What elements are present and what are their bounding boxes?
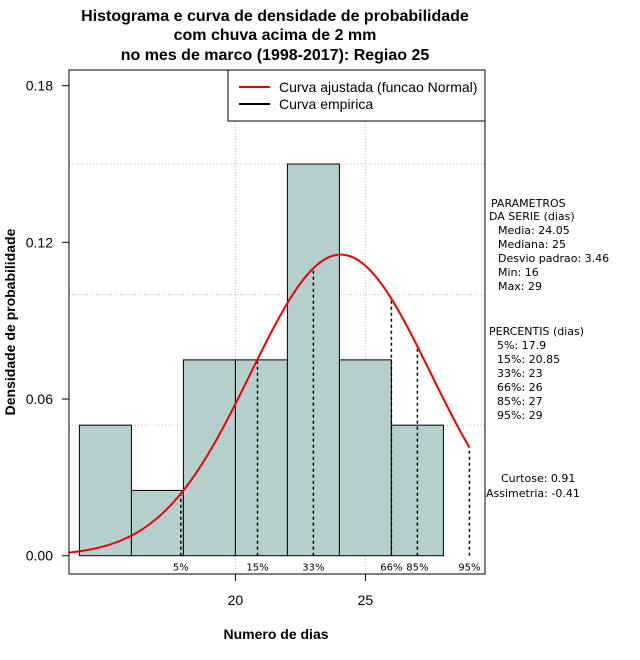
chart-title-line-3: no mes de marco (1998-2017): Regiao 25 (121, 47, 430, 64)
y-tick-label: 0.18 (26, 78, 53, 94)
y-tick-label: 0.00 (26, 548, 53, 564)
legend-box (227, 69, 486, 122)
y-tick-label: 0.12 (26, 234, 53, 250)
histogram-bar (234, 359, 288, 557)
percentile-label: 66% (380, 563, 402, 574)
chart-title-line-1: Histograma e curva de densidade de proba… (81, 8, 469, 25)
legend-label-normal-fit: Curva ajustada (funcao Normal) (279, 79, 477, 95)
histogram-bar (286, 163, 340, 557)
legend-label-empirical: Curva empirica (279, 96, 373, 112)
shape-stats-panel: Curtose: 0.91 Assimetria: -0.41 (486, 472, 580, 500)
x-tick-label: 25 (358, 592, 374, 608)
curtose-value: Curtose: 0.91 (501, 472, 575, 485)
percentiles-panel: PERCENTIS (dias) 5%: 17.9 15%: 20.85 33%… (489, 325, 584, 422)
param-heading-2: DA SERIE (dias) (489, 210, 575, 223)
x-axis: 20 25 (228, 574, 374, 608)
percentil-5: 5%: 17.9 (497, 339, 546, 352)
y-axis-title: Densidade de probabilidade (2, 228, 18, 415)
x-axis-title: Numero de dias (223, 626, 328, 642)
assimetria-value: Assimetria: -0.41 (486, 487, 580, 500)
percentile-label: 15% (246, 563, 268, 574)
percentile-label: 33% (302, 563, 324, 574)
percentil-95: 95%: 29 (497, 409, 543, 422)
percentil-15: 15%: 20.85 (497, 353, 560, 366)
param-desvio-padrao: Desvio padrao: 3.46 (498, 252, 609, 265)
series-parameters-panel: PARAMETROS DA SERIE (dias) Media: 24.05 … (489, 197, 609, 293)
percentile-label: 95% (458, 563, 480, 574)
percentis-heading: PERCENTIS (dias) (489, 325, 584, 338)
param-mediana: Mediana: 25 (498, 238, 566, 251)
normal-fit-curve (68, 253, 471, 554)
histogram-bar (182, 359, 236, 557)
percentile-label: 5% (173, 563, 189, 574)
percentil-33: 33%: 23 (497, 367, 543, 380)
param-min: Min: 16 (498, 266, 539, 279)
percentil-66: 66%: 26 (497, 381, 543, 394)
chart-title-line-2: com chuva acima de 2 mm (174, 27, 377, 44)
percentile-label: 85% (406, 563, 428, 574)
histogram-bars (78, 163, 444, 557)
histogram-bar (338, 359, 392, 557)
x-tick-label: 20 (228, 592, 244, 608)
percentile-labels: 5% 15% 33% 66% 85% 95% (173, 563, 481, 574)
histogram-bar (78, 424, 132, 557)
fitted-curve (68, 253, 471, 554)
param-heading-1: PARAMETROS (491, 197, 566, 210)
percentile-lines (180, 268, 471, 556)
y-axis: 0.00 0.06 0.12 0.18 (26, 78, 69, 564)
y-tick-label: 0.06 (26, 391, 53, 407)
param-media: Media: 24.05 (498, 224, 570, 237)
param-max: Max: 29 (498, 280, 542, 293)
legend: Curva ajustada (funcao Normal) Curva emp… (227, 69, 486, 122)
percentil-85: 85%: 27 (497, 395, 543, 408)
